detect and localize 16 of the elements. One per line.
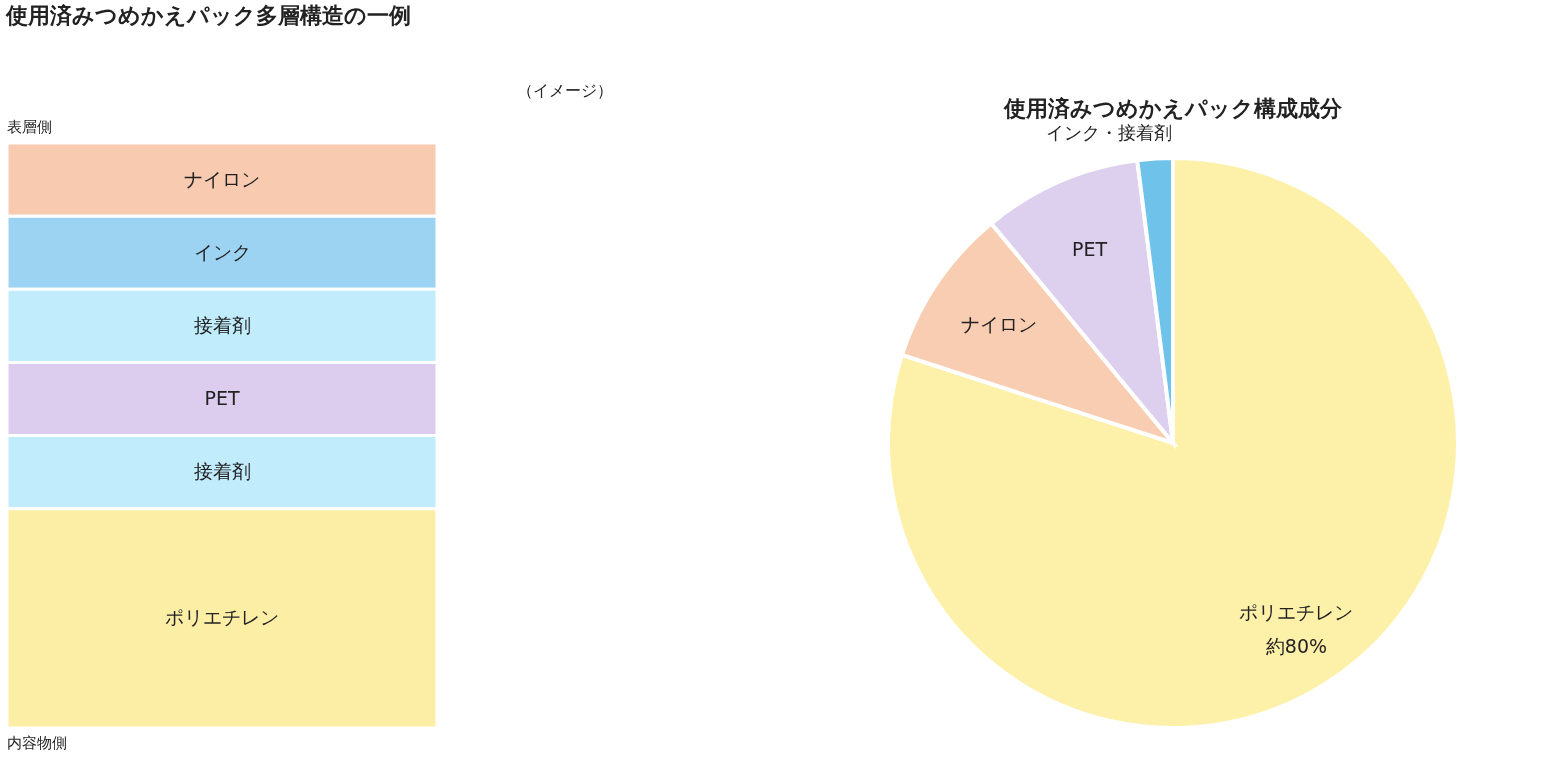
- slice-label: PET: [1072, 238, 1108, 261]
- text: 表層側: [7, 118, 52, 136]
- category-label: 接着剤: [193, 313, 251, 336]
- slice-label: インク・接着剤: [1046, 121, 1173, 143]
- slice-label: ナイロン: [961, 312, 1038, 335]
- slice-label: ポリエチレン: [1239, 600, 1354, 623]
- text: 内容物側: [7, 734, 67, 752]
- category-label: ポリエチレン: [165, 606, 279, 629]
- category-label: PET: [204, 386, 240, 409]
- category-label: インク: [193, 240, 251, 263]
- text: 使用済みつめかえパック多層構造の一例: [4, 3, 411, 28]
- text: （イメージ）: [517, 81, 613, 100]
- chart-title: 使用済みつめかえパック構成成分: [1003, 95, 1343, 121]
- category-label: 接着剤: [193, 460, 251, 483]
- data-label: 約80%: [1265, 634, 1328, 657]
- category-label: ナイロン: [184, 167, 260, 190]
